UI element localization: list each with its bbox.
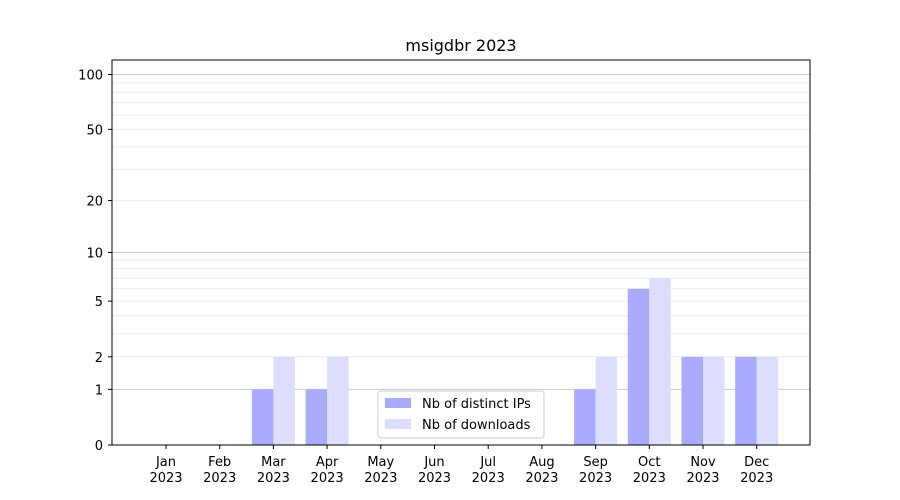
y-tick-label: 100 <box>78 69 103 84</box>
y-tick-label: 20 <box>86 195 103 210</box>
x-tick-label-month: Nov <box>690 455 716 470</box>
x-tick-label-month: Apr <box>316 455 339 470</box>
x-tick-label-month: Jan <box>155 455 176 470</box>
grid-layer <box>112 74 810 390</box>
bar-distinct-ips <box>305 389 328 445</box>
legend-swatch-distinct-ips <box>385 398 411 408</box>
bar-downloads <box>595 356 618 445</box>
y-tick-label: 1 <box>95 383 103 398</box>
bar-distinct-ips <box>251 389 274 445</box>
y-tick-label: 5 <box>95 295 103 310</box>
x-tick-label-year: 2023 <box>418 471 451 486</box>
x-tick-label-year: 2023 <box>472 471 505 486</box>
legend: Nb of distinct IPs Nb of downloads <box>377 390 545 439</box>
x-tick-label-year: 2023 <box>149 471 182 486</box>
x-tick-label-month: Aug <box>529 455 554 470</box>
x-tick-label-year: 2023 <box>633 471 666 486</box>
legend-swatch-downloads <box>385 419 411 429</box>
bar-downloads <box>649 278 671 445</box>
bar-downloads <box>327 356 349 445</box>
bar-distinct-ips <box>681 356 703 445</box>
bar-downloads <box>756 356 779 445</box>
bar-distinct-ips <box>627 288 650 445</box>
x-tick-label-year: 2023 <box>579 471 612 486</box>
x-tick-label-month: May <box>367 455 394 470</box>
bar-downloads <box>703 356 725 445</box>
x-tick-label-year: 2023 <box>311 471 344 486</box>
x-tick-label-month: Oct <box>638 455 660 470</box>
legend-label-distinct-ips: Nb of distinct IPs <box>422 397 531 412</box>
x-tick-label-month: Feb <box>208 455 231 470</box>
y-tick-label: 50 <box>86 123 103 138</box>
x-tick-label-month: Jul <box>479 455 496 470</box>
x-tick-label-month: Sep <box>583 455 608 470</box>
x-axis: Jan2023Feb2023Mar2023Apr2023May2023Jun20… <box>149 445 773 486</box>
bar-distinct-ips <box>574 389 596 445</box>
y-tick-label: 2 <box>95 351 103 366</box>
x-tick-label-year: 2023 <box>203 471 236 486</box>
bar-distinct-ips <box>735 356 757 445</box>
legend-frame <box>377 390 545 439</box>
x-tick-label-year: 2023 <box>740 471 773 486</box>
bars-layer <box>251 278 779 445</box>
x-tick-label-year: 2023 <box>525 471 558 486</box>
y-tick-label: 0 <box>95 439 103 454</box>
bar-downloads <box>273 356 295 445</box>
x-tick-label-year: 2023 <box>257 471 290 486</box>
legend-label-downloads: Nb of downloads <box>422 418 531 433</box>
x-tick-label-year: 2023 <box>686 471 719 486</box>
x-tick-label-year: 2023 <box>364 471 397 486</box>
chart-title: msigdbr 2023 <box>405 36 516 55</box>
y-axis: 0 1 2 5 10 20 50 100 <box>78 69 112 454</box>
x-tick-label-month: Dec <box>744 455 769 470</box>
x-tick-label-month: Mar <box>261 455 286 470</box>
x-tick-label-month: Jun <box>423 455 444 470</box>
y-tick-label: 10 <box>86 247 103 262</box>
